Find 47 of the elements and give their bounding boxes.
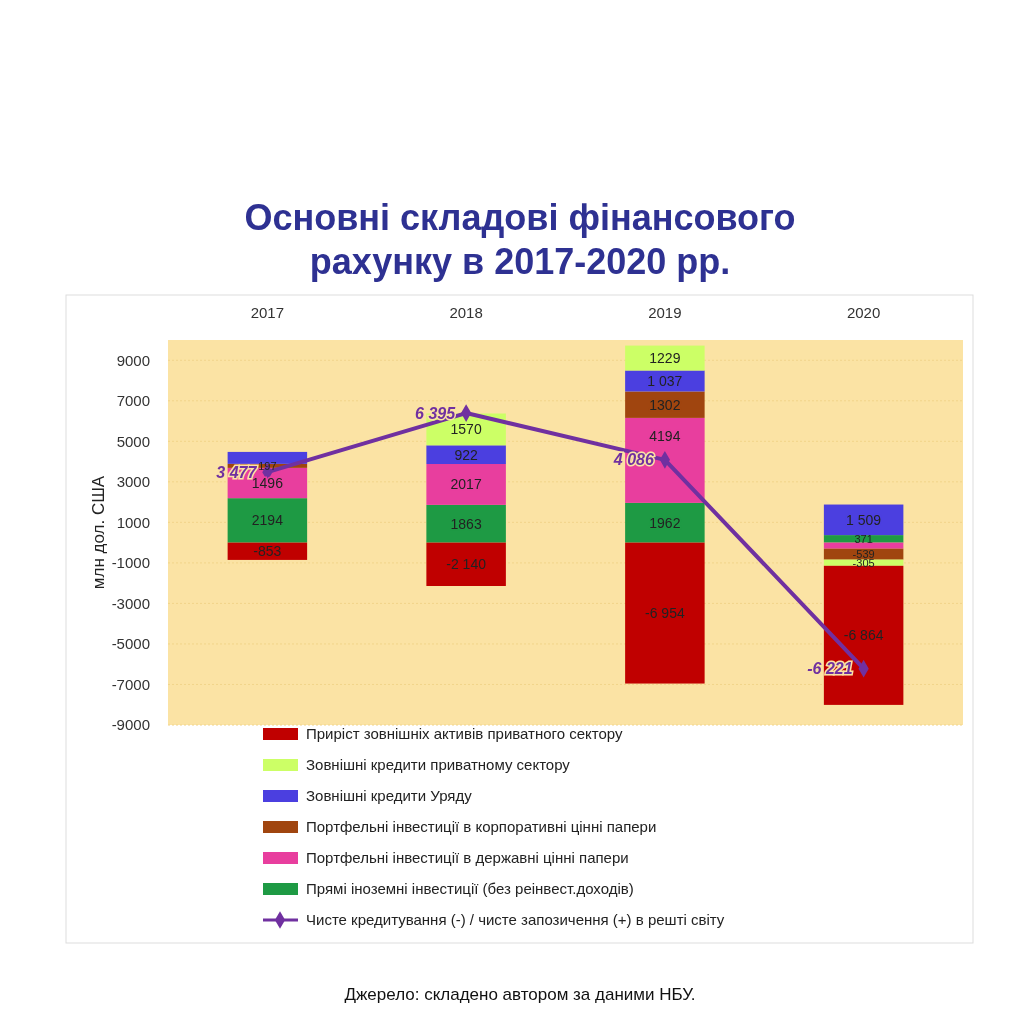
data-label: -6 864 (843, 627, 884, 644)
legend-label: Прямі іноземні інвестиції (без реінвест.доходів) (306, 880, 634, 898)
chart-title: Основні складові фінансового рахунку в 2017-2020 рр. (244, 197, 796, 282)
data-label: 371 (854, 532, 873, 545)
data-label: 1302 (649, 396, 681, 413)
data-label: 2194 (251, 512, 284, 529)
data-label: -6 954 (645, 604, 685, 621)
legend-label: Чисте кредитування (-) / чисте запозичення (+) в решті світу (306, 911, 725, 929)
x-tick-label: 2020 (846, 304, 881, 321)
legend-label: Приріст зовнішніх активів приватного сектору (306, 725, 624, 743)
data-label: 4194 (649, 427, 681, 444)
data-label: 1229 (649, 349, 681, 366)
text: Джерело: складено автором за даними НБУ. (344, 985, 696, 1004)
y-tick-label: 5000 (116, 432, 150, 450)
data-label: 1 037 (647, 372, 683, 389)
y-tick-label: -5000 (111, 635, 150, 653)
data-label: -6 221 (807, 660, 853, 678)
y-tick-label: -3000 (111, 594, 150, 612)
data-label: 1863 (450, 515, 482, 532)
data-label: 4 086 (612, 451, 654, 469)
y-tick-label: 3000 (116, 473, 150, 491)
legend-label: Портфельні інвестиції в корпоративні цінні папери (306, 818, 657, 836)
y-tick-label: 9000 (116, 351, 150, 369)
y-tick-label: -1000 (111, 554, 150, 572)
legend-label: Портфельні інвестиції в державні цінні папери (306, 849, 629, 867)
data-label: -853 (253, 543, 282, 560)
data-label: 1570 (450, 421, 482, 438)
x-tick-label: 2018 (449, 304, 483, 321)
data-label: 922 (454, 446, 479, 463)
legend-label: Зовнішні кредити приватному сектору (306, 756, 571, 774)
data-label: 1962 (649, 514, 681, 531)
x-tick-label: 2019 (648, 304, 682, 321)
data-label: -2 140 (446, 556, 487, 573)
bar (823, 542, 904, 549)
y-axis-title: млн дол. США (89, 475, 108, 590)
y-tick-label: 1000 (116, 513, 150, 531)
bar (823, 535, 904, 543)
bar (227, 451, 308, 464)
bar (823, 565, 904, 705)
y-tick-label: -9000 (111, 716, 150, 734)
legend-label: Зовнішні кредити Уряду (306, 787, 473, 805)
data-label: 1 509 (846, 511, 882, 528)
y-tick-label: 7000 (116, 392, 150, 410)
x-tick-label: 2017 (250, 304, 285, 321)
y-tick-label: -7000 (111, 675, 150, 693)
bar (625, 542, 705, 684)
data-label: 2017 (450, 476, 482, 493)
